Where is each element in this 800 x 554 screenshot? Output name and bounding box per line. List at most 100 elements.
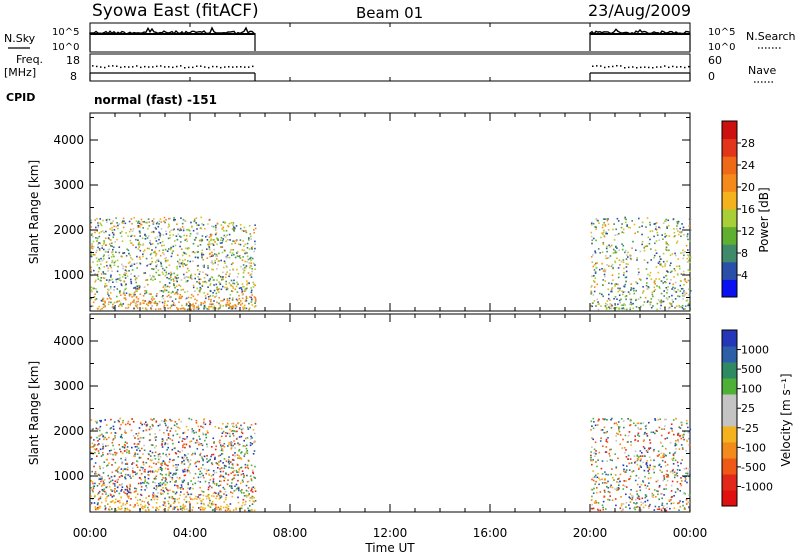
echo-pixel (178, 477, 181, 480)
echo-pixel (158, 231, 160, 234)
cpid-label: CPID (6, 91, 35, 104)
echo-pixel (646, 464, 649, 467)
echo-pixel (220, 427, 223, 430)
echo-pixel (203, 307, 205, 310)
echo-pixel (648, 448, 651, 450)
echo-pixel (238, 443, 241, 446)
echo-pixel (92, 428, 94, 430)
echo-pixel (685, 499, 688, 501)
echo-pixel (222, 299, 224, 302)
nave-point (196, 65, 198, 67)
echo-pixel (246, 474, 248, 477)
echo-pixel (199, 270, 201, 273)
echo-pixel (165, 233, 168, 235)
echo-pixel (671, 305, 673, 307)
echo-pixel (126, 490, 129, 492)
echo-pixel (204, 306, 207, 309)
echo-pixel (93, 502, 96, 504)
echo-pixel (648, 468, 651, 471)
echo-pixel (616, 489, 618, 491)
echo-pixel (641, 233, 643, 236)
echo-pixel (253, 229, 255, 231)
echo-pixel (688, 288, 690, 291)
echo-pixel (248, 237, 250, 239)
echo-pixel (634, 232, 636, 235)
echo-pixel (197, 480, 200, 482)
nave-point (124, 66, 126, 68)
echo-pixel (165, 266, 168, 269)
echo-pixel (111, 227, 113, 229)
echo-pixel (161, 493, 164, 495)
echo-pixel (591, 478, 593, 481)
nave-point (156, 65, 158, 68)
echo-pixel (664, 236, 666, 238)
echo-pixel (201, 252, 203, 254)
echo-pixel (142, 430, 145, 432)
echo-pixel (128, 497, 130, 499)
echo-pixel (114, 432, 116, 434)
echo-pixel (203, 281, 205, 283)
echo-pixel (626, 465, 628, 467)
echo-pixel (175, 276, 177, 279)
colorbar-swatch (722, 226, 737, 245)
echo-pixel (617, 457, 619, 460)
echo-pixel (210, 235, 212, 237)
echo-pixel (610, 484, 612, 487)
echo-pixel (100, 257, 102, 260)
echo-pixel (664, 265, 666, 267)
echo-pixel (110, 298, 112, 300)
echo-pixel (170, 305, 173, 307)
x-tick-label: 16:00 (473, 526, 508, 540)
echo-pixel (175, 285, 178, 288)
nave-point (136, 65, 138, 67)
echo-pixel (670, 262, 672, 264)
echo-pixel (129, 491, 131, 494)
echo-pixel (682, 501, 684, 503)
echo-pixel (229, 269, 231, 271)
echo-pixel (115, 278, 118, 281)
echo-pixel (660, 452, 663, 455)
echo-pixel (101, 247, 103, 249)
nave-point (600, 65, 602, 67)
echo-pixel (177, 450, 179, 452)
echo-pixel (91, 442, 94, 445)
echo-pixel (226, 503, 228, 506)
echo-pixel (212, 268, 214, 271)
echo-pixel (101, 489, 104, 491)
echo-pixel (616, 481, 618, 483)
echo-pixel (194, 273, 196, 276)
echo-pixel (209, 506, 212, 508)
echo-pixel (230, 443, 232, 445)
echo-pixel (159, 505, 161, 508)
echo-pixel (619, 301, 621, 304)
echo-pixel (216, 301, 218, 304)
nsearch-tick-bottom: 10^0 (708, 42, 735, 53)
echo-pixel (669, 271, 672, 274)
echo-pixel (225, 280, 227, 283)
echo-pixel (208, 279, 210, 282)
echo-pixel (173, 228, 175, 230)
echo-pixel (211, 486, 213, 489)
nave-point (220, 66, 222, 69)
power-pixels (90, 216, 692, 311)
echo-pixel (590, 290, 592, 293)
echo-pixel (213, 239, 215, 241)
echo-pixel (656, 231, 659, 234)
echo-pixel (141, 505, 144, 508)
echo-pixel (606, 303, 609, 306)
echo-pixel (120, 423, 122, 426)
echo-pixel (189, 496, 191, 499)
echo-pixel (634, 439, 636, 442)
echo-pixel (636, 282, 639, 285)
echo-pixel (193, 308, 195, 311)
echo-pixel (616, 233, 619, 236)
echo-pixel (117, 467, 119, 470)
echo-pixel (98, 507, 101, 509)
echo-pixel (124, 277, 127, 279)
echo-pixel (232, 305, 234, 307)
echo-pixel (136, 466, 139, 468)
echo-pixel (209, 305, 212, 308)
echo-pixel (247, 428, 250, 430)
echo-pixel (638, 428, 640, 430)
echo-pixel (250, 424, 253, 426)
